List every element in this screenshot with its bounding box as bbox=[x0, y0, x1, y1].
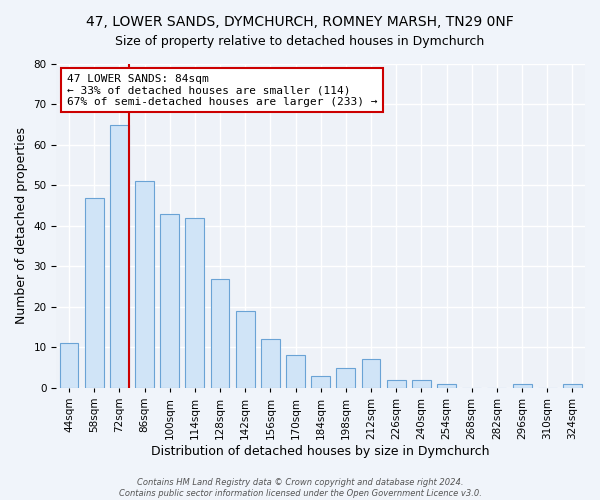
Bar bbox=[110, 124, 129, 388]
Bar bbox=[185, 218, 204, 388]
Bar bbox=[261, 339, 280, 388]
Text: 47 LOWER SANDS: 84sqm
← 33% of detached houses are smaller (114)
67% of semi-det: 47 LOWER SANDS: 84sqm ← 33% of detached … bbox=[67, 74, 377, 107]
X-axis label: Distribution of detached houses by size in Dymchurch: Distribution of detached houses by size … bbox=[151, 444, 490, 458]
Text: 47, LOWER SANDS, DYMCHURCH, ROMNEY MARSH, TN29 0NF: 47, LOWER SANDS, DYMCHURCH, ROMNEY MARSH… bbox=[86, 15, 514, 29]
Bar bbox=[311, 376, 330, 388]
Y-axis label: Number of detached properties: Number of detached properties bbox=[15, 128, 28, 324]
Bar bbox=[512, 384, 532, 388]
Bar bbox=[412, 380, 431, 388]
Bar bbox=[211, 278, 229, 388]
Bar bbox=[387, 380, 406, 388]
Bar bbox=[563, 384, 582, 388]
Bar bbox=[437, 384, 456, 388]
Bar bbox=[337, 368, 355, 388]
Bar bbox=[362, 360, 380, 388]
Bar bbox=[286, 356, 305, 388]
Bar bbox=[135, 182, 154, 388]
Bar bbox=[59, 344, 79, 388]
Bar bbox=[160, 214, 179, 388]
Text: Contains HM Land Registry data © Crown copyright and database right 2024.
Contai: Contains HM Land Registry data © Crown c… bbox=[119, 478, 481, 498]
Text: Size of property relative to detached houses in Dymchurch: Size of property relative to detached ho… bbox=[115, 35, 485, 48]
Bar bbox=[236, 311, 254, 388]
Bar bbox=[85, 198, 104, 388]
